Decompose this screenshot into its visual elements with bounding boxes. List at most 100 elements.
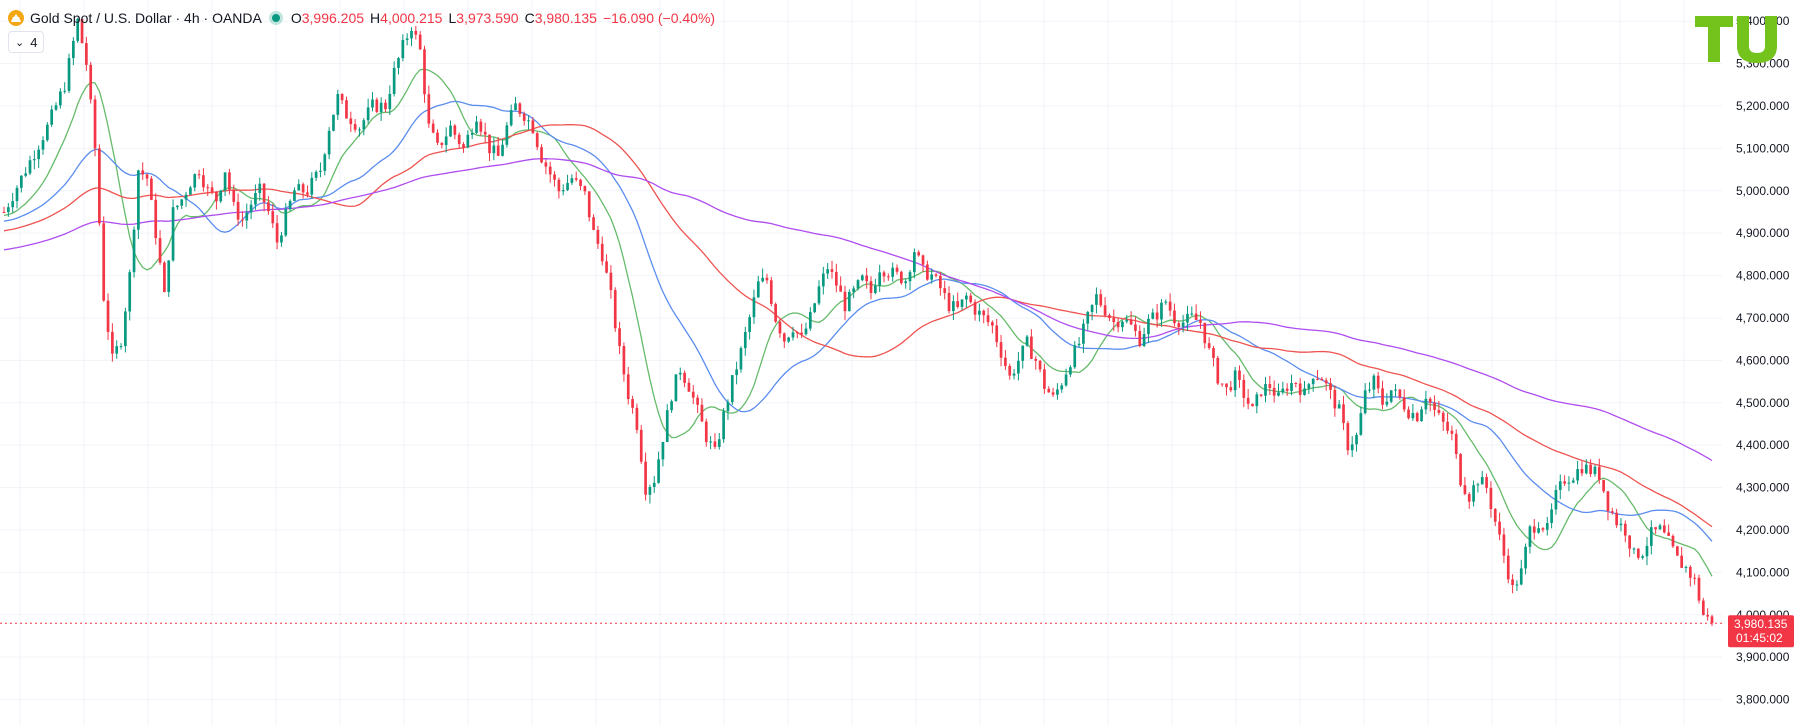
candle bbox=[171, 199, 175, 262]
candle bbox=[1433, 395, 1436, 417]
candle-body bbox=[908, 272, 912, 282]
candle bbox=[960, 299, 964, 311]
candle bbox=[574, 171, 578, 182]
candle-body bbox=[132, 229, 136, 273]
candle bbox=[522, 111, 526, 126]
candle-body bbox=[752, 297, 756, 318]
candle bbox=[722, 408, 725, 443]
candle bbox=[804, 322, 808, 336]
candle bbox=[509, 104, 513, 127]
candle bbox=[1446, 412, 1449, 434]
candle bbox=[726, 399, 730, 420]
candle-body bbox=[1086, 311, 1090, 324]
candle-body bbox=[1658, 525, 1662, 530]
candle-body bbox=[228, 172, 231, 190]
candle-body bbox=[1641, 556, 1644, 558]
candle-body bbox=[375, 99, 379, 112]
candle-body bbox=[423, 49, 426, 95]
candle-body bbox=[1693, 577, 1697, 579]
candle bbox=[613, 287, 617, 332]
symbol-title[interactable]: Gold Spot / U.S. Dollar · 4h · OANDA bbox=[30, 10, 262, 26]
candle bbox=[284, 203, 288, 237]
candle-body bbox=[1593, 466, 1597, 475]
candle bbox=[1437, 400, 1441, 416]
candle bbox=[1528, 524, 1532, 554]
candle-body bbox=[384, 102, 387, 110]
candle bbox=[72, 37, 75, 66]
candle bbox=[1376, 371, 1380, 394]
candle-body bbox=[1541, 528, 1545, 530]
candle bbox=[1043, 363, 1046, 394]
candle-body bbox=[202, 175, 205, 188]
candle-body bbox=[579, 179, 582, 187]
candle bbox=[900, 270, 903, 285]
candle-body bbox=[587, 191, 591, 218]
candle-body bbox=[817, 286, 821, 304]
candle bbox=[232, 184, 236, 206]
candle bbox=[254, 184, 257, 210]
candle bbox=[1121, 320, 1124, 332]
candle-body bbox=[917, 252, 921, 256]
indicators-toggle-button[interactable]: ⌄ 4 bbox=[8, 31, 45, 53]
candle bbox=[986, 307, 990, 327]
candle-body bbox=[756, 281, 760, 298]
candle bbox=[1489, 481, 1493, 518]
candle-body bbox=[336, 94, 340, 115]
candle bbox=[1350, 436, 1354, 457]
candle-body bbox=[852, 288, 856, 292]
candle-body bbox=[1004, 357, 1007, 367]
candle bbox=[245, 203, 249, 229]
candle bbox=[1311, 378, 1315, 392]
candle bbox=[488, 134, 491, 162]
candle bbox=[427, 85, 431, 128]
candle-body bbox=[986, 315, 990, 323]
candle bbox=[1511, 574, 1514, 594]
candle-body bbox=[479, 121, 483, 132]
candle bbox=[1467, 492, 1471, 509]
candle bbox=[1255, 392, 1259, 414]
price-axis[interactable]: 3,800.0003,900.0004,000.0004,100.0004,20… bbox=[1722, 0, 1800, 725]
candle bbox=[696, 394, 699, 414]
candle-body bbox=[1428, 398, 1432, 403]
candle-body bbox=[600, 243, 604, 262]
candle-body bbox=[869, 281, 873, 293]
candle-body bbox=[1324, 380, 1328, 384]
candle-body bbox=[821, 273, 825, 287]
candle bbox=[1584, 459, 1588, 475]
candle bbox=[1710, 614, 1714, 626]
candle-body bbox=[648, 486, 652, 495]
candle-body bbox=[1060, 385, 1064, 390]
candle bbox=[1693, 573, 1697, 585]
candle-body bbox=[1108, 315, 1111, 319]
candle bbox=[939, 272, 942, 296]
candle-body bbox=[1034, 358, 1038, 361]
candle bbox=[1545, 516, 1549, 536]
candle-body bbox=[544, 162, 548, 167]
candle bbox=[587, 191, 591, 222]
candle bbox=[301, 182, 305, 199]
candle bbox=[973, 299, 977, 321]
candle bbox=[496, 136, 500, 157]
candle-body bbox=[306, 192, 309, 195]
candle bbox=[1398, 388, 1402, 400]
candle-body bbox=[128, 272, 132, 312]
candle-body bbox=[98, 148, 101, 224]
candle bbox=[397, 56, 400, 75]
candle-body bbox=[33, 159, 36, 161]
candle-body bbox=[1537, 528, 1540, 533]
candle-body bbox=[592, 217, 595, 230]
candlestick-series bbox=[2, 17, 1714, 626]
candle-body bbox=[739, 348, 743, 370]
candle-body bbox=[427, 94, 431, 124]
candle bbox=[1264, 377, 1267, 403]
candle bbox=[1051, 387, 1055, 397]
candle-body bbox=[1346, 423, 1350, 451]
candle-body bbox=[141, 170, 145, 175]
candle bbox=[709, 436, 712, 450]
candle bbox=[930, 268, 934, 284]
candle-body bbox=[1125, 319, 1129, 322]
candle-body bbox=[223, 172, 227, 191]
candle-body bbox=[882, 272, 886, 277]
candle-body bbox=[1350, 444, 1354, 451]
